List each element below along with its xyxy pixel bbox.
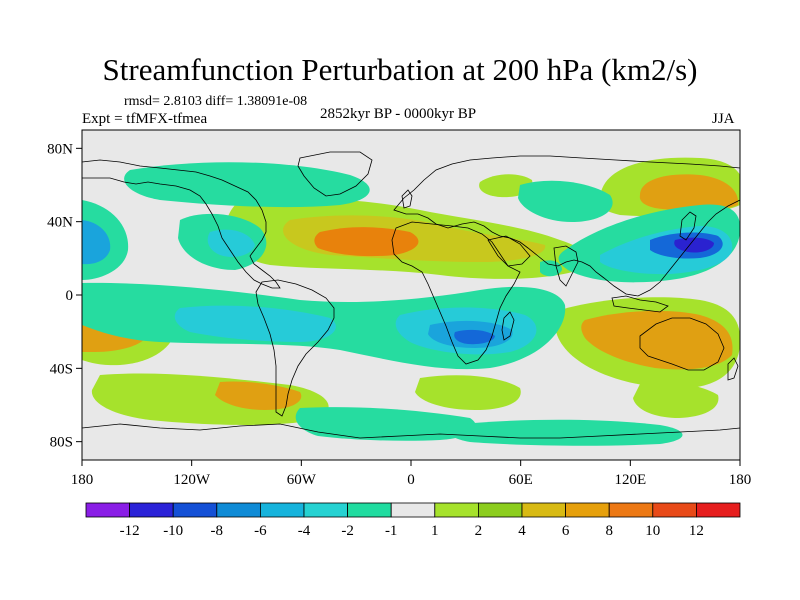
colorbar-swatch <box>608 502 654 518</box>
field-neg1 <box>518 180 613 222</box>
field-pos3 <box>639 174 739 211</box>
colorbar-label: -6 <box>254 523 267 539</box>
lat-tick-label: 80N <box>47 141 73 157</box>
field-pos3 <box>581 310 733 370</box>
colorbar-swatch <box>390 502 436 518</box>
lat-tick-label: 0 <box>66 288 74 304</box>
chart-title: Streamfunction Perturbation at 200 hPa (… <box>102 52 698 87</box>
field-neg2 <box>174 305 336 342</box>
coastlines <box>82 151 740 439</box>
experiment-label: Expt = tfMFX-tfmea <box>82 111 208 127</box>
coast-japan <box>679 211 697 241</box>
coast-uk <box>401 189 413 209</box>
coast-africa <box>391 221 521 365</box>
coast-indonesia <box>611 295 669 313</box>
longitude-axis: 180 120W 60W 0 60E 120E 180 <box>71 460 752 488</box>
period-label: 2852kyr BP - 0000kyr BP <box>320 106 477 122</box>
lat-tick-label: 80S <box>50 435 73 451</box>
colorbar-label: -4 <box>298 523 311 539</box>
lon-tick-label: 60W <box>287 472 317 488</box>
colorbar-label: -12 <box>120 523 140 539</box>
rmsd-stats: rmsd= 2.8103 diff= 1.38091e-08 <box>124 94 308 109</box>
colorbar-swatch <box>129 502 174 518</box>
coast-new-zealand <box>727 357 739 381</box>
field-neg1 <box>540 260 562 277</box>
contour-field <box>82 130 740 460</box>
colorbar-swatch <box>347 502 392 518</box>
field-pos1 <box>415 375 521 410</box>
colorbar-label: 2 <box>475 523 483 539</box>
coast-australia <box>639 317 725 371</box>
lon-tick-label: 60E <box>509 472 533 488</box>
lat-tick-label: 40N <box>47 215 73 231</box>
colorbar-label: 12 <box>689 523 704 539</box>
colorbar-swatch <box>652 502 697 518</box>
field-neg5 <box>674 237 714 253</box>
field-neg4 <box>454 329 495 345</box>
colorbar-swatch <box>477 502 523 518</box>
field-neg2 <box>207 229 255 257</box>
field-neg3 <box>82 220 111 265</box>
colorbar-label: -2 <box>341 523 354 539</box>
colorbar-label: -8 <box>211 523 224 539</box>
colorbar-label: 1 <box>431 523 439 539</box>
colorbar-swatch <box>303 502 348 518</box>
colorbar-label: 6 <box>562 523 570 539</box>
coast-greenland <box>297 151 373 197</box>
coast-india <box>553 245 579 287</box>
field-pos3 <box>215 381 302 410</box>
coast-arabia <box>487 235 531 267</box>
season-label: JJA <box>712 111 735 127</box>
colorbar-swatch <box>216 502 261 518</box>
lon-tick-label: 120W <box>173 472 211 488</box>
coast-antarctica <box>82 423 740 439</box>
lat-tick-label: 40S <box>50 361 73 377</box>
colorbar: -12 -10 -8 -6 -4 -2 -1 1 2 4 6 8 10 12 <box>85 502 741 539</box>
field-neg1 <box>295 407 476 441</box>
colorbar-label: 4 <box>518 523 526 539</box>
colorbar-swatch <box>696 502 741 518</box>
colorbar-swatch <box>172 502 218 518</box>
colorbar-swatch <box>259 502 305 518</box>
colorbar-swatch <box>434 502 479 518</box>
colorbar-swatch <box>565 502 610 518</box>
lon-tick-label: 120E <box>614 472 646 488</box>
colorbar-label: -10 <box>163 523 183 539</box>
lon-tick-label: 180 <box>729 472 752 488</box>
lon-tick-label: 0 <box>407 472 415 488</box>
coast-north-america <box>82 159 281 289</box>
colorbar-swatch <box>85 502 130 518</box>
colorbar-swatch <box>521 502 566 518</box>
lon-tick-label: 180 <box>71 472 94 488</box>
coast-south-america <box>255 279 335 417</box>
colorbar-label: 10 <box>645 523 660 539</box>
coast-madagascar <box>501 311 515 341</box>
colorbar-label: 8 <box>605 523 613 539</box>
field-neg1 <box>124 162 370 208</box>
field-neg1 <box>445 419 683 446</box>
field-pos1 <box>633 382 719 418</box>
coast-eurasia <box>393 155 740 297</box>
colorbar-label: -1 <box>385 523 398 539</box>
latitude-axis: 80N 40N 0 40S 80S <box>47 141 82 451</box>
field-pos4 <box>314 227 419 257</box>
